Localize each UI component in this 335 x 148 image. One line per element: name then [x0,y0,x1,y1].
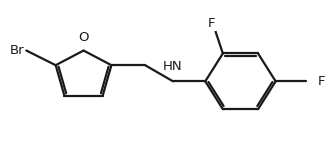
Text: HN: HN [163,60,183,73]
Text: O: O [78,31,89,44]
Text: F: F [317,75,325,88]
Text: F: F [207,17,215,30]
Text: Br: Br [9,44,24,57]
